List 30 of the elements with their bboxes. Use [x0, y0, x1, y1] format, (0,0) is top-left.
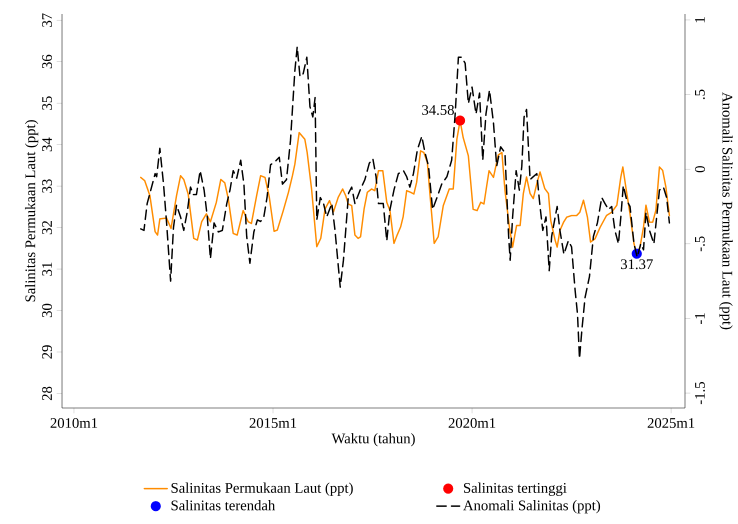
- x-tick-label: 2015m1: [250, 418, 296, 428]
- y-tick-label: 31: [42, 262, 52, 276]
- y-tick-label: 29: [42, 345, 52, 359]
- legend-label: Salinitas Permukaan Laut (ppt): [172, 482, 353, 496]
- legend-label: Salinitas tertinggi: [464, 482, 567, 496]
- x-tick-label: 2020m1: [448, 418, 496, 428]
- y2-tick-label: -1: [695, 313, 705, 324]
- y-tick-label: 37: [42, 13, 52, 27]
- y-tick-label: 36: [42, 54, 52, 68]
- y2-tick-label: -1.5: [695, 382, 705, 404]
- y2-tick-label: 1: [695, 17, 705, 22]
- x-tick-label: 2025m1: [648, 418, 694, 428]
- y2-tick-label: -.5: [695, 236, 705, 252]
- y-tick-label: 33: [42, 179, 52, 193]
- y-tick-label: 30: [42, 304, 52, 318]
- y2-axis-title: Anomali Salinitas Permukaan Laut (ppt): [719, 92, 733, 330]
- data-label: 34.58: [422, 105, 454, 115]
- y-tick-label: 28: [42, 386, 52, 400]
- y2-tick-label: 0: [695, 166, 705, 172]
- legend-label: Anomali Salinitas (ppt): [463, 500, 600, 514]
- data-label: 31.37: [620, 259, 653, 270]
- legend-label: Salinitas terendah: [172, 500, 276, 510]
- y-axis-title: Salinitas Permukaan Laut (ppt): [24, 120, 38, 302]
- y-tick-label: 32: [42, 221, 52, 234]
- y-tick-label: 34: [42, 138, 52, 152]
- y2-tick-label: .5: [695, 90, 705, 100]
- y-tick-label: 35: [42, 96, 52, 110]
- line-series: [140, 46, 670, 360]
- x-axis-title: Waktu (tahun): [332, 433, 415, 446]
- x-tick-label: 2010m1: [50, 418, 98, 428]
